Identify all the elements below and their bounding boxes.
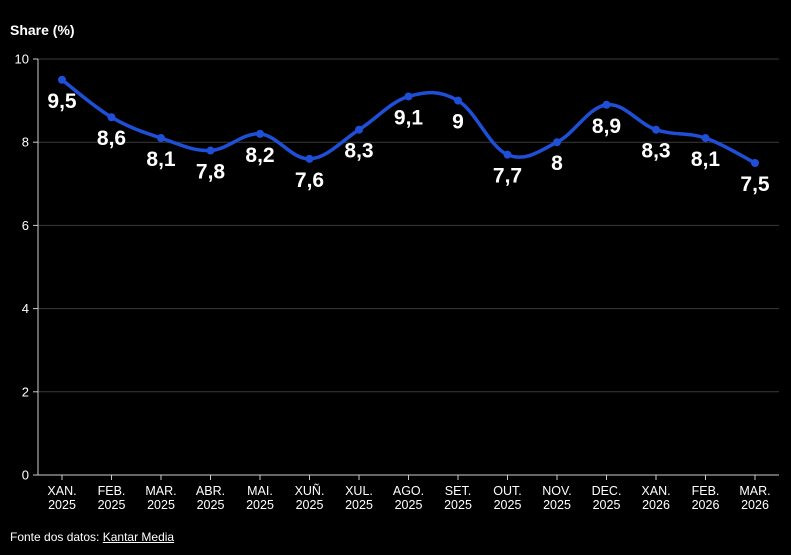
data-point	[701, 134, 710, 143]
source-prefix: Fonte dos datos:	[10, 530, 103, 544]
x-tick-label-year: 2025	[444, 498, 472, 512]
data-point	[404, 92, 413, 101]
data-label: 7,7	[493, 165, 522, 188]
x-tick-label-month: FEB.	[692, 484, 720, 498]
x-tick-label-month: AGO.	[393, 484, 424, 498]
data-label: 8,9	[592, 115, 621, 138]
x-tick-label-year: 2025	[395, 498, 423, 512]
x-tick-label-month: SET.	[445, 484, 471, 498]
y-axis-ticks: 0 2 4 6 8 10	[15, 52, 38, 483]
data-label: 8,1	[691, 148, 721, 171]
data-labels: 9,5 8,6 8,1 7,8 8,2 7,6 8,3 9,1 9 7,7 8 8,9 8,3 8,1 7,…	[47, 90, 770, 196]
x-tick-label-year: 2025	[593, 498, 621, 512]
x-tick-label-year: 2025	[345, 498, 373, 512]
data-point	[355, 125, 363, 134]
y-tick-label: 4	[22, 301, 29, 316]
y-tick-label: 0	[22, 468, 29, 483]
x-tick-label-year: 2025	[296, 498, 324, 512]
data-point	[206, 146, 215, 155]
x-tick-label-year: 2025	[494, 498, 522, 512]
x-tick-label-month: MAI.	[247, 484, 273, 498]
data-point	[157, 134, 165, 143]
source-note: Fonte dos datos: Kantar Media	[10, 530, 174, 544]
x-tick-label-year: 2025	[246, 498, 274, 512]
data-point	[58, 75, 66, 84]
data-point	[107, 113, 116, 122]
x-axis-ticks: XAN.2025FEB.2025MAR.2025ABR.2025MAI.2025…	[47, 475, 771, 512]
data-label: 8	[551, 152, 563, 175]
x-tick-label-month: NOV.	[542, 484, 571, 498]
y-tick-label: 8	[22, 135, 29, 150]
y-axis-label: Share (%)	[10, 22, 75, 38]
x-tick-label-month: FEB.	[98, 484, 126, 498]
x-tick-label-month: MAR.	[145, 484, 176, 498]
data-label: 8,1	[146, 148, 176, 171]
data-point	[553, 138, 561, 147]
x-tick-label-year: 2025	[48, 498, 76, 512]
data-point	[602, 100, 611, 109]
x-tick-label-month: XAN.	[47, 484, 76, 498]
x-tick-label-year: 2026	[642, 498, 670, 512]
x-tick-label-month: XUL.	[345, 484, 373, 498]
y-tick-label: 10	[15, 52, 29, 67]
x-tick-label-year: 2025	[543, 498, 571, 512]
x-tick-label-month: ABR.	[196, 484, 225, 498]
x-tick-label-year: 2025	[197, 498, 225, 512]
data-point	[503, 150, 512, 159]
data-point	[305, 154, 314, 163]
data-label: 7,5	[740, 173, 770, 196]
data-point	[751, 159, 759, 167]
x-tick-label-month: XUÑ.	[295, 484, 325, 498]
x-tick-label-year: 2025	[98, 498, 126, 512]
y-tick-label: 6	[22, 218, 29, 233]
data-label: 9,1	[394, 106, 424, 129]
x-tick-label-month: DEC.	[592, 484, 622, 498]
data-label: 9	[452, 111, 464, 134]
data-label: 7,8	[196, 161, 226, 184]
data-label: 7,6	[295, 169, 324, 192]
data-label: 8,2	[245, 144, 274, 167]
x-tick-label-month: OUT.	[493, 484, 521, 498]
data-point	[652, 125, 660, 134]
x-tick-label-month: XAN.	[641, 484, 670, 498]
data-label: 9,5	[47, 90, 77, 113]
data-label: 8,6	[97, 127, 126, 150]
data-label: 8,3	[641, 140, 670, 163]
data-point	[256, 129, 264, 138]
y-tick-label: 2	[22, 384, 29, 399]
x-tick-label-year: 2026	[741, 498, 769, 512]
data-points	[58, 75, 759, 167]
data-label: 8,3	[344, 140, 373, 163]
source-link[interactable]: Kantar Media	[102, 530, 175, 544]
x-tick-label-month: MAR.	[739, 484, 770, 498]
x-tick-label-year: 2026	[692, 498, 720, 512]
data-point	[454, 96, 462, 105]
x-tick-label-year: 2025	[147, 498, 175, 512]
